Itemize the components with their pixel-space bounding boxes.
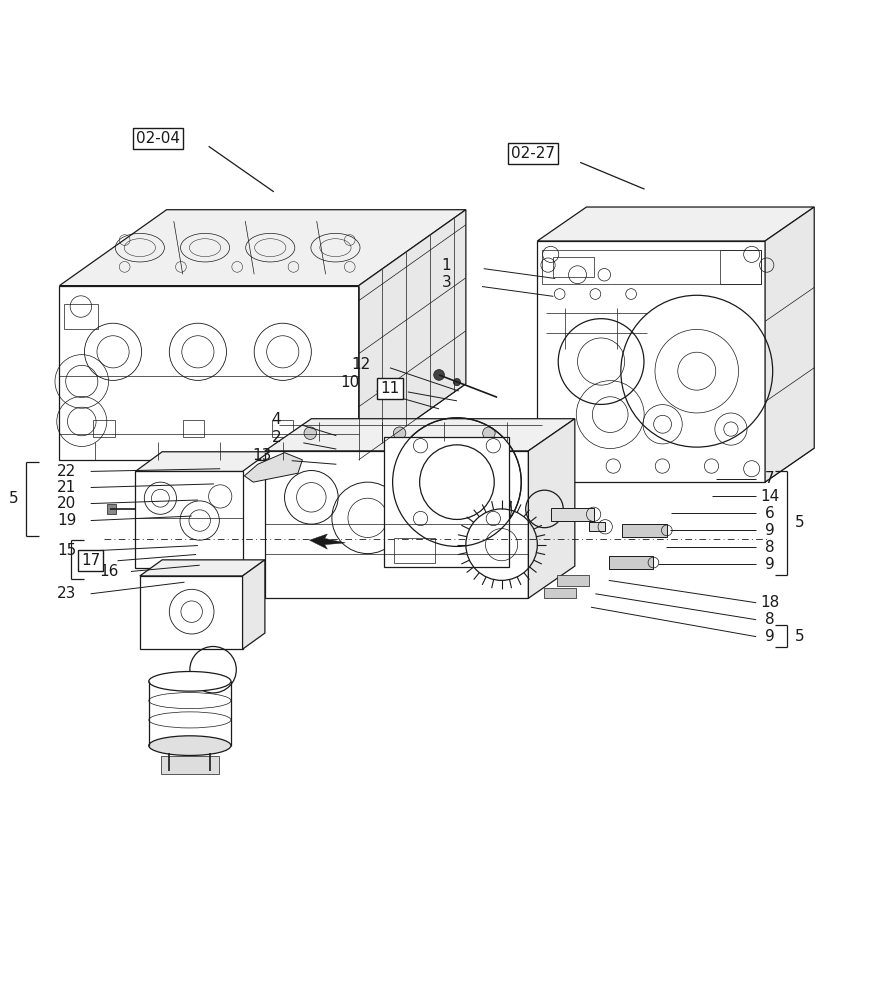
Polygon shape (538, 207, 814, 241)
Polygon shape (383, 437, 509, 567)
Text: 11: 11 (380, 381, 400, 396)
Bar (394, 538, 435, 563)
Text: 5: 5 (795, 515, 805, 530)
Polygon shape (140, 576, 243, 649)
Bar (542, 250, 761, 284)
Circle shape (483, 427, 495, 439)
Polygon shape (135, 471, 243, 568)
Circle shape (393, 427, 406, 439)
Bar (557, 575, 590, 586)
Text: 13: 13 (253, 448, 271, 463)
Text: 6: 6 (764, 506, 774, 521)
Polygon shape (529, 419, 575, 598)
Text: 4: 4 (271, 412, 281, 427)
Polygon shape (358, 210, 466, 460)
Text: 8: 8 (765, 540, 774, 555)
Text: 20: 20 (57, 496, 76, 511)
Text: 1: 1 (442, 258, 451, 273)
Bar (622, 524, 667, 537)
Text: 3: 3 (442, 275, 451, 290)
Polygon shape (265, 419, 575, 451)
Text: 2: 2 (271, 430, 281, 445)
Circle shape (434, 370, 444, 380)
Bar (551, 508, 593, 521)
Polygon shape (265, 451, 529, 598)
Text: 16: 16 (99, 564, 118, 579)
Text: 18: 18 (760, 595, 780, 610)
Text: 17: 17 (81, 553, 100, 568)
Polygon shape (135, 452, 270, 471)
Polygon shape (538, 241, 765, 482)
Bar (183, 420, 204, 437)
Text: 12: 12 (351, 357, 370, 372)
Text: 8: 8 (765, 612, 774, 627)
Circle shape (304, 427, 316, 439)
Ellipse shape (149, 671, 231, 691)
Polygon shape (245, 453, 303, 482)
Bar (93, 420, 115, 437)
Text: 02-27: 02-27 (511, 146, 555, 161)
Text: 15: 15 (57, 543, 76, 558)
Bar (107, 504, 116, 514)
Text: 10: 10 (340, 375, 359, 390)
Bar (608, 556, 653, 569)
Text: 7: 7 (765, 471, 774, 486)
Text: 5: 5 (795, 629, 805, 644)
Bar (161, 756, 219, 774)
Bar (272, 420, 294, 437)
Polygon shape (243, 560, 265, 649)
Bar (554, 257, 593, 277)
Text: 21: 21 (57, 480, 76, 495)
Text: 9: 9 (764, 557, 774, 572)
Polygon shape (309, 534, 345, 549)
Polygon shape (59, 286, 358, 460)
Text: 9: 9 (764, 629, 774, 644)
Polygon shape (59, 210, 466, 286)
Polygon shape (765, 207, 814, 482)
Bar (720, 250, 761, 284)
Bar (590, 522, 605, 531)
Circle shape (453, 379, 461, 386)
Text: 5: 5 (9, 491, 19, 506)
Ellipse shape (149, 736, 231, 755)
Text: 22: 22 (57, 464, 76, 479)
Text: 14: 14 (760, 489, 780, 504)
Text: 19: 19 (57, 513, 76, 528)
Bar (544, 588, 576, 598)
Text: 23: 23 (57, 586, 76, 601)
Polygon shape (140, 560, 265, 576)
Text: 9: 9 (764, 523, 774, 538)
Text: 02-04: 02-04 (135, 131, 180, 146)
Bar (64, 304, 98, 329)
